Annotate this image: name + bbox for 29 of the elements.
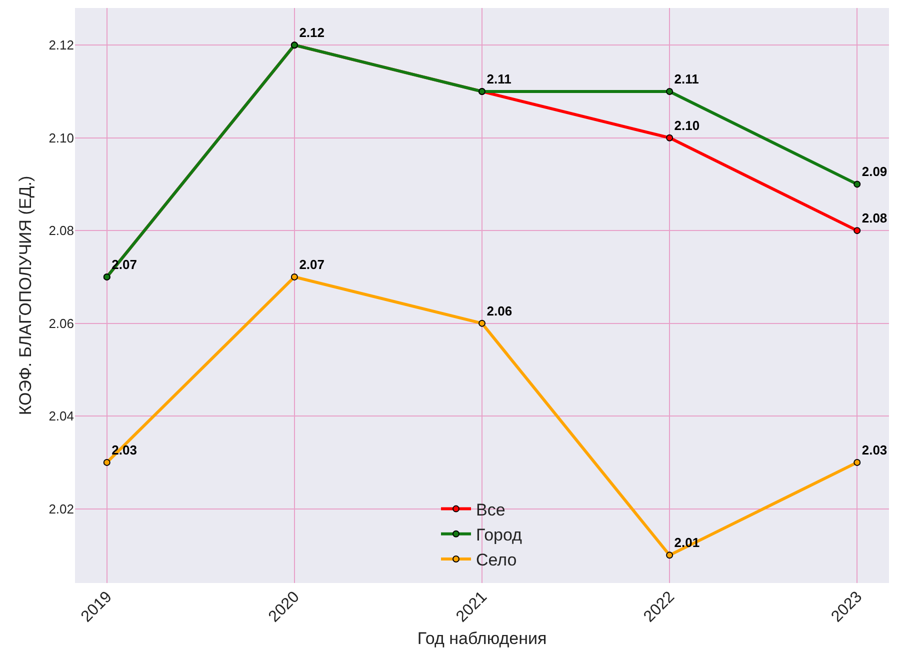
- data-label: 2.12: [299, 25, 325, 40]
- data-label: 2.07: [299, 256, 325, 272]
- point: [103, 458, 110, 466]
- legend-label: Село: [476, 550, 517, 570]
- point: [666, 552, 674, 559]
- data-label: 2.10: [674, 118, 700, 133]
- data-label: 2.06: [486, 303, 512, 318]
- y-axis-title: КОЭФ. БЛАГОПОЛУЧИЯ (ЕД.): [16, 176, 35, 416]
- data-label: 2.09: [862, 164, 888, 180]
- point: [854, 227, 861, 234]
- point: [666, 88, 674, 95]
- y-tick-label: 2.08: [48, 223, 74, 238]
- y-tick-label: 2.10: [48, 130, 74, 146]
- point: [666, 134, 674, 142]
- y-tick-label: 2.04: [48, 408, 74, 424]
- y-tick-label: 2.02: [48, 501, 74, 516]
- data-label: 2.11: [674, 71, 699, 86]
- point: [478, 320, 486, 327]
- y-tick-label: 2.06: [48, 316, 74, 331]
- legend-label: Город: [476, 526, 522, 545]
- legend-label: Все: [476, 500, 506, 520]
- point: [290, 273, 298, 280]
- point: [854, 458, 861, 466]
- data-label: 2.08: [862, 210, 888, 226]
- point: [854, 180, 861, 188]
- y-tick-label: 2.12: [48, 38, 74, 53]
- x-axis-title: Год наблюдения: [417, 629, 547, 648]
- data-label: 2.03: [862, 442, 888, 458]
- data-label: 2.11: [486, 71, 512, 86]
